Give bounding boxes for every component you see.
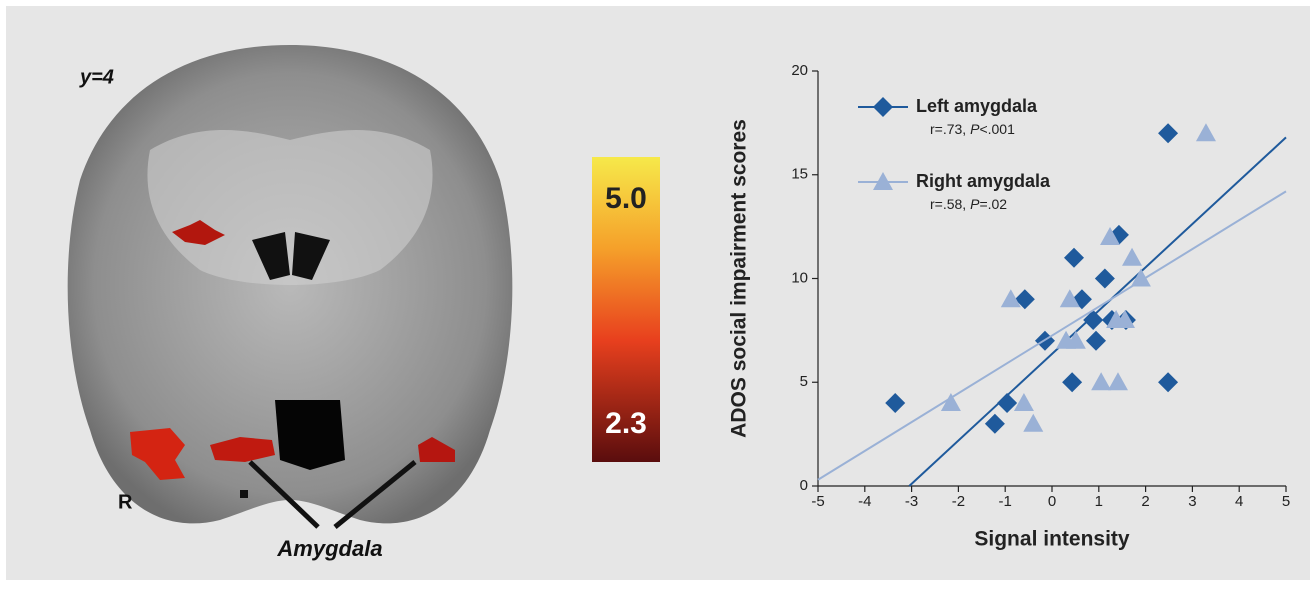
legend-stat-part: =.02 xyxy=(979,196,1007,212)
y-tick-label: 10 xyxy=(791,269,808,286)
figure: y=4 R Amygdala 5.0 2.3 -5 -4 -3 -2 -1 0 1 2 3 4 5 0… xyxy=(0,0,1316,589)
x-tick-label: 0 xyxy=(1048,493,1056,510)
x-tick-label: -2 xyxy=(952,493,965,510)
white-matter xyxy=(147,130,432,285)
y-tick-label: 5 xyxy=(800,373,808,390)
x-tick-label: -5 xyxy=(811,493,824,510)
y-tick-label: 15 xyxy=(791,166,808,183)
side-label: R xyxy=(118,491,133,513)
region-label: Amygdala xyxy=(276,536,382,561)
x-tick-label: 2 xyxy=(1141,493,1149,510)
y-tick-label: 0 xyxy=(800,477,808,494)
artifact xyxy=(240,490,248,498)
legend-stat: r=.73, P<.001 xyxy=(930,121,1015,137)
legend-stat: r=.58, P=.02 xyxy=(930,196,1007,212)
x-tick-label: 5 xyxy=(1282,493,1290,510)
y-tick-label: 20 xyxy=(791,62,808,79)
y-axis-label: ADOS social impairment scores xyxy=(728,119,751,438)
brain-image xyxy=(68,45,513,527)
colorbar-min-label: 2.3 xyxy=(605,407,647,440)
x-tick-label: 1 xyxy=(1095,493,1103,510)
x-tick-label: 4 xyxy=(1235,493,1243,510)
colorbar-max-label: 5.0 xyxy=(605,182,647,215)
slice-label: y=4 xyxy=(79,66,114,88)
legend-stat-part: r=.58, xyxy=(930,196,970,212)
legend-label: Left amygdala xyxy=(916,96,1038,116)
x-tick-label: -3 xyxy=(905,493,918,510)
x-tick-label: -4 xyxy=(858,493,871,510)
x-tick-label: 3 xyxy=(1188,493,1196,510)
ventricle xyxy=(275,400,345,470)
legend-stat-part: r=.73, xyxy=(930,121,970,137)
x-tick-label: -1 xyxy=(999,493,1012,510)
x-axis-label: Signal intensity xyxy=(974,528,1130,551)
legend-label: Right amygdala xyxy=(916,171,1051,191)
legend-stat-part: <.001 xyxy=(979,121,1015,137)
